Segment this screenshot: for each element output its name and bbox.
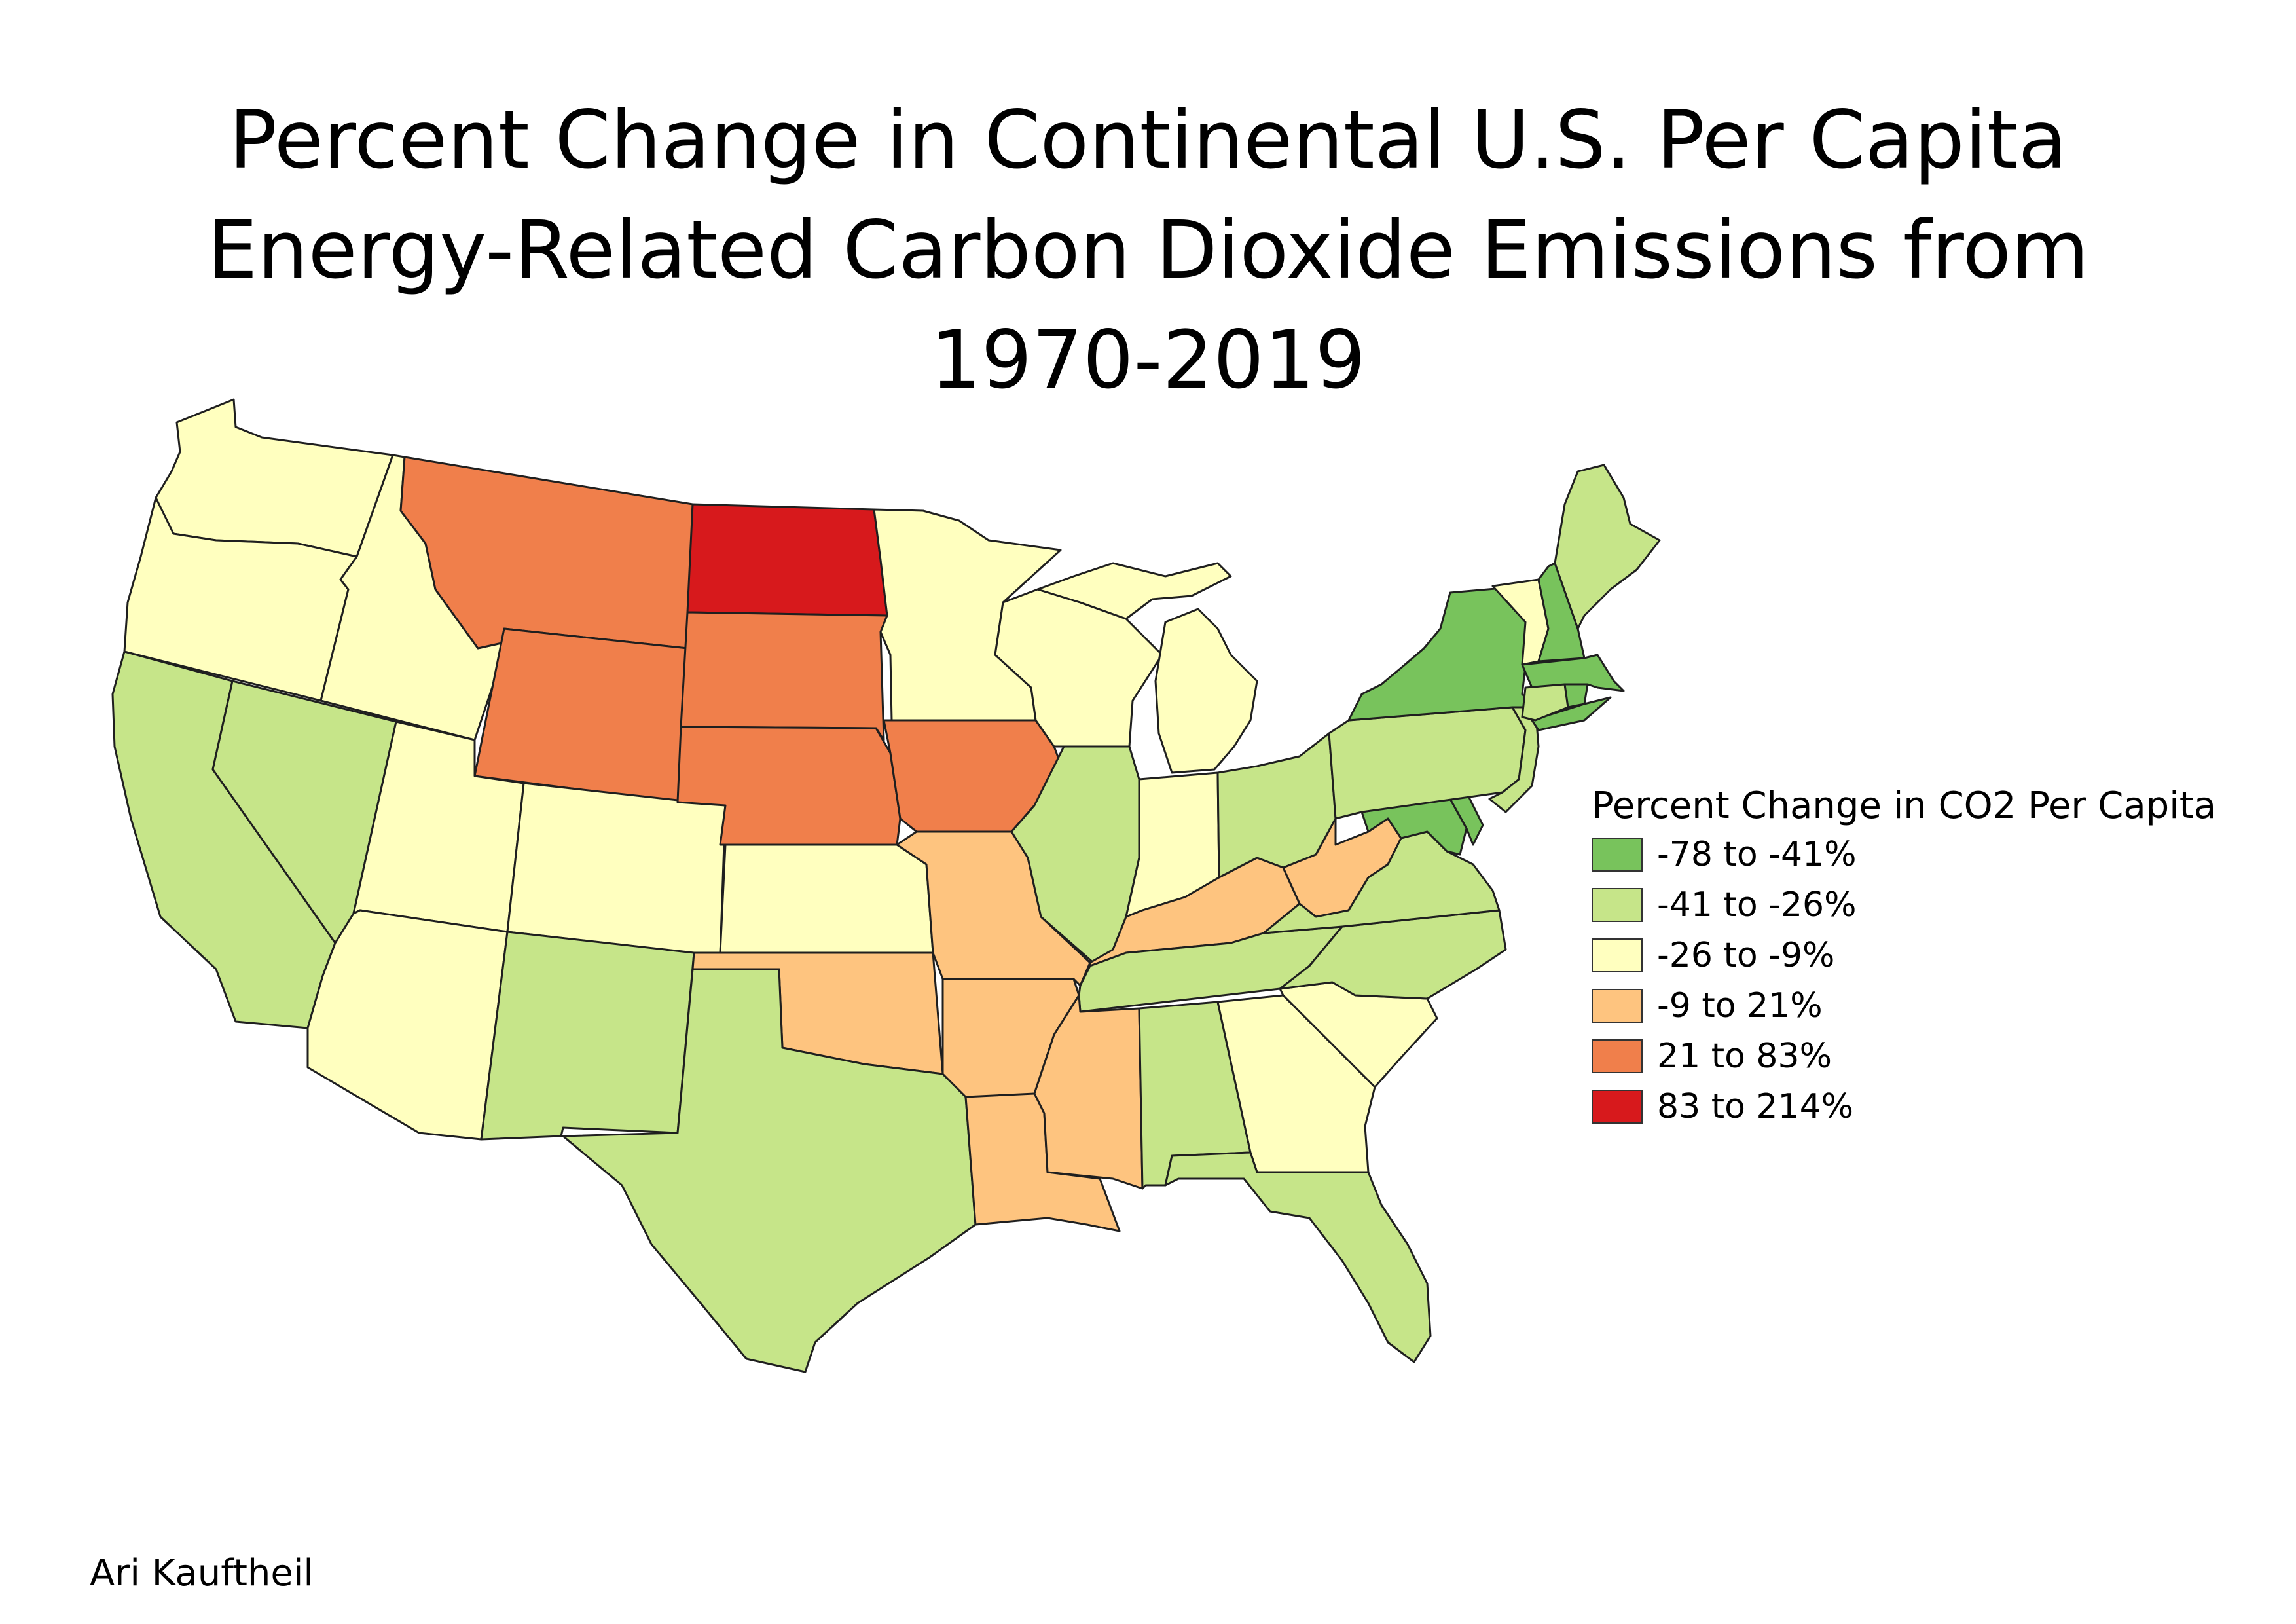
legend-item: -9 to 21% <box>1592 980 2216 1031</box>
legend-title: Percent Change in CO2 Per Capita <box>1592 784 2217 827</box>
legend-label: 83 to 214% <box>1657 1086 1854 1126</box>
legend-label: -26 to -9% <box>1657 935 1835 975</box>
legend-swatch <box>1592 1089 1643 1124</box>
state-new-york <box>1347 585 1537 722</box>
state-maine <box>1554 464 1661 630</box>
state-texas <box>562 968 977 1373</box>
legend-item: 83 to 214% <box>1592 1081 2216 1132</box>
map-legend: Percent Change in CO2 Per Capita -78 to … <box>1592 783 2216 1132</box>
legend-swatch <box>1592 938 1643 972</box>
state-michigan-upper <box>1036 562 1232 620</box>
state-michigan-lower <box>1154 608 1258 774</box>
state-washington <box>155 398 394 558</box>
state-arizona <box>306 909 509 1141</box>
legend-item: -78 to -41% <box>1592 829 2216 879</box>
state-north-carolina <box>1279 909 1507 1000</box>
legend-item: -26 to -9% <box>1592 930 2216 980</box>
legend-swatch <box>1592 1039 1643 1073</box>
state-colorado <box>506 782 727 957</box>
state-rhode-island <box>1563 683 1589 709</box>
author-credit: Ari Kauftheil <box>90 1552 314 1595</box>
legend-label: -41 to -26% <box>1657 885 1857 925</box>
state-south-dakota <box>680 611 888 741</box>
legend-label: -9 to 21% <box>1657 986 1823 1025</box>
map-title: Percent Change in Continental U.S. Per C… <box>0 85 2296 415</box>
title-line-1: Percent Change in Continental U.S. Per C… <box>228 94 2068 187</box>
legend-swatch <box>1592 988 1643 1023</box>
state-wyoming <box>473 627 689 803</box>
title-line-3: 1970-2019 <box>930 314 1366 407</box>
legend-swatch <box>1592 837 1643 872</box>
state-new-mexico <box>480 931 695 1141</box>
legend-label: 21 to 83% <box>1657 1036 1832 1076</box>
legend-item: 21 to 83% <box>1592 1031 2216 1081</box>
legend-label: -78 to -41% <box>1657 834 1857 874</box>
legend-item: -41 to -26% <box>1592 879 2216 930</box>
legend-swatch <box>1592 887 1643 922</box>
state-north-dakota <box>686 503 888 617</box>
state-new-hampshire <box>1537 562 1586 663</box>
state-florida <box>1164 1151 1432 1363</box>
title-line-2: Energy-Related Carbon Dioxide Emissions … <box>207 204 2089 297</box>
state-kansas <box>719 843 934 954</box>
state-connecticut <box>1521 683 1569 722</box>
